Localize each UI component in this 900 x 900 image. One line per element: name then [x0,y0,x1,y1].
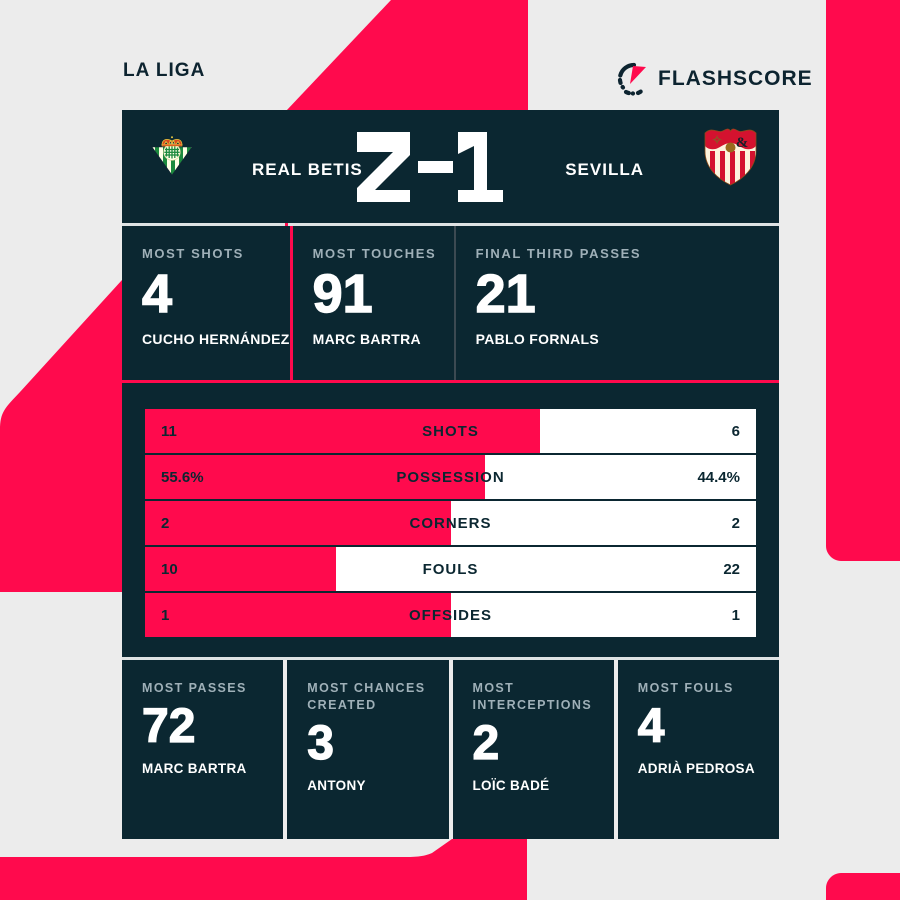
svg-text:✧: ✧ [711,133,721,147]
svg-text:&: & [735,135,748,151]
